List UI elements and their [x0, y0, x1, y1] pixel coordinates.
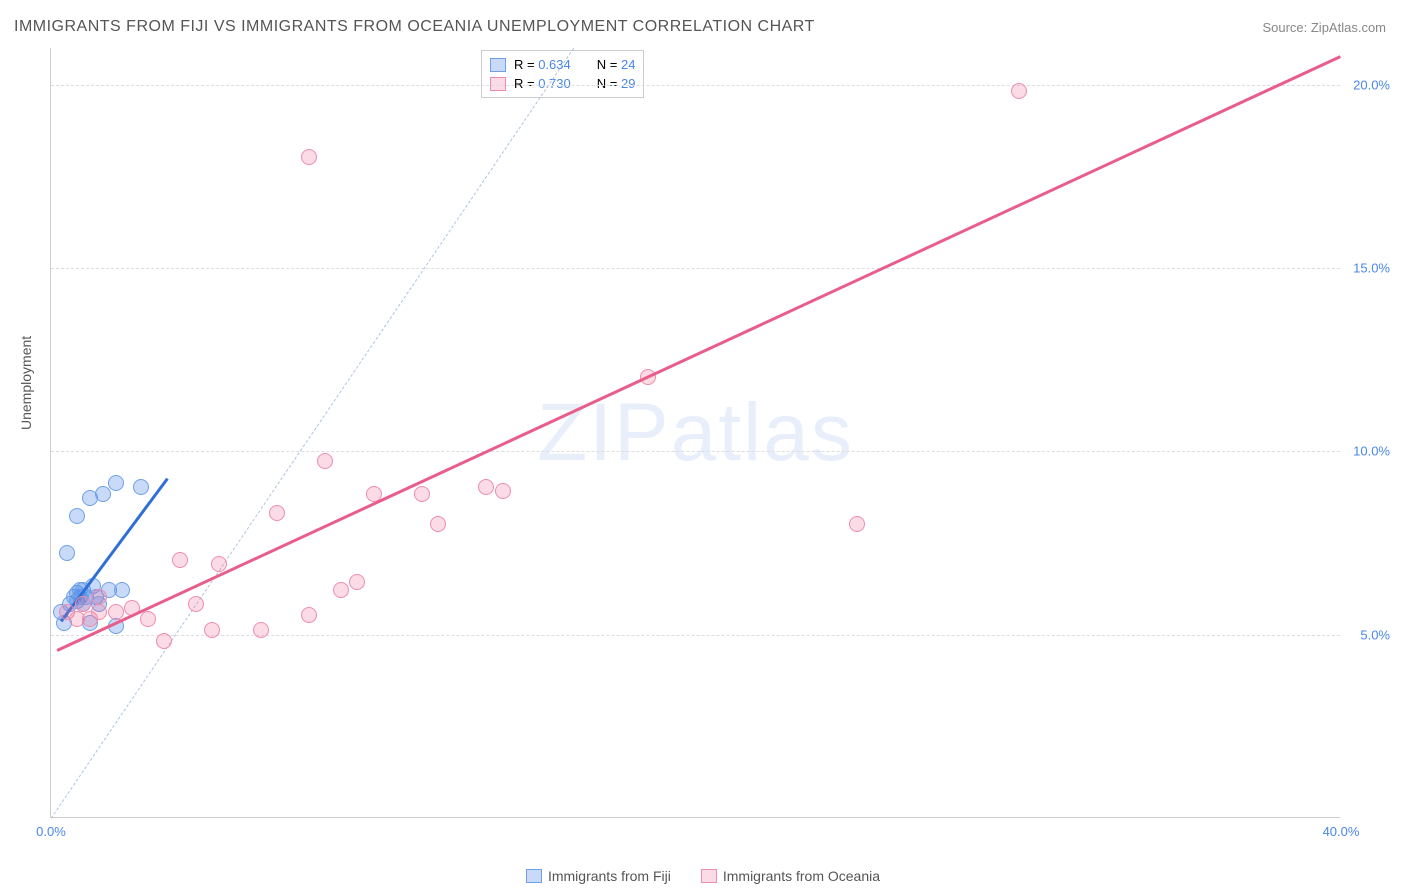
watermark: ZIPatlas — [537, 386, 854, 480]
source-label: Source: ZipAtlas.com — [1262, 20, 1386, 35]
data-point — [414, 486, 430, 502]
y-tick-label: 15.0% — [1345, 261, 1390, 276]
legend-swatch — [490, 77, 506, 91]
data-point — [133, 479, 149, 495]
gridline — [51, 451, 1340, 452]
data-point — [317, 453, 333, 469]
stat-n-label: N = 24 — [597, 57, 636, 72]
data-point — [495, 483, 511, 499]
data-point — [91, 604, 107, 620]
legend-swatch — [490, 58, 506, 72]
legend-label: Immigrants from Fiji — [548, 868, 671, 884]
data-point — [478, 479, 494, 495]
data-point — [333, 582, 349, 598]
data-point — [114, 582, 130, 598]
data-point — [75, 596, 91, 612]
data-point — [204, 622, 220, 638]
stat-n-label: N = 29 — [597, 76, 636, 91]
data-point — [349, 574, 365, 590]
data-point — [156, 633, 172, 649]
data-point — [140, 611, 156, 627]
data-point — [253, 622, 269, 638]
y-axis-label: Unemployment — [18, 336, 34, 430]
legend-stat-row: R = 0.730 N = 29 — [490, 74, 635, 93]
data-point — [269, 505, 285, 521]
legend-swatch — [526, 869, 542, 883]
data-point — [91, 589, 107, 605]
legend-item: Immigrants from Fiji — [526, 868, 671, 884]
data-point — [108, 604, 124, 620]
data-point — [69, 508, 85, 524]
title-bar: IMMIGRANTS FROM FIJI VS IMMIGRANTS FROM … — [14, 18, 1386, 36]
data-point — [301, 149, 317, 165]
y-tick-label: 20.0% — [1345, 77, 1390, 92]
chart-title: IMMIGRANTS FROM FIJI VS IMMIGRANTS FROM … — [14, 18, 815, 36]
legend-swatch — [701, 869, 717, 883]
data-point — [301, 607, 317, 623]
y-tick-label: 10.0% — [1345, 444, 1390, 459]
chart-plot-area: ZIPatlas R = 0.634N = 24R = 0.730N = 29 … — [50, 48, 1340, 818]
stat-r-label: R = 0.730 — [514, 76, 571, 91]
data-point — [188, 596, 204, 612]
legend-label: Immigrants from Oceania — [723, 868, 880, 884]
legend-item: Immigrants from Oceania — [701, 868, 880, 884]
gridline — [51, 635, 1340, 636]
data-point — [211, 556, 227, 572]
data-point — [849, 516, 865, 532]
regression-line — [57, 55, 1342, 651]
x-tick-label: 40.0% — [1323, 824, 1360, 839]
gridline — [51, 268, 1340, 269]
data-point — [430, 516, 446, 532]
series-legend: Immigrants from Fiji Immigrants from Ocea… — [0, 868, 1406, 884]
x-tick-label: 0.0% — [36, 824, 66, 839]
data-point — [59, 545, 75, 561]
data-point — [172, 552, 188, 568]
y-tick-label: 5.0% — [1345, 627, 1390, 642]
gridline — [51, 85, 1340, 86]
data-point — [95, 486, 111, 502]
data-point — [108, 475, 124, 491]
correlation-legend: R = 0.634N = 24R = 0.730N = 29 — [481, 50, 644, 98]
data-point — [1011, 83, 1027, 99]
